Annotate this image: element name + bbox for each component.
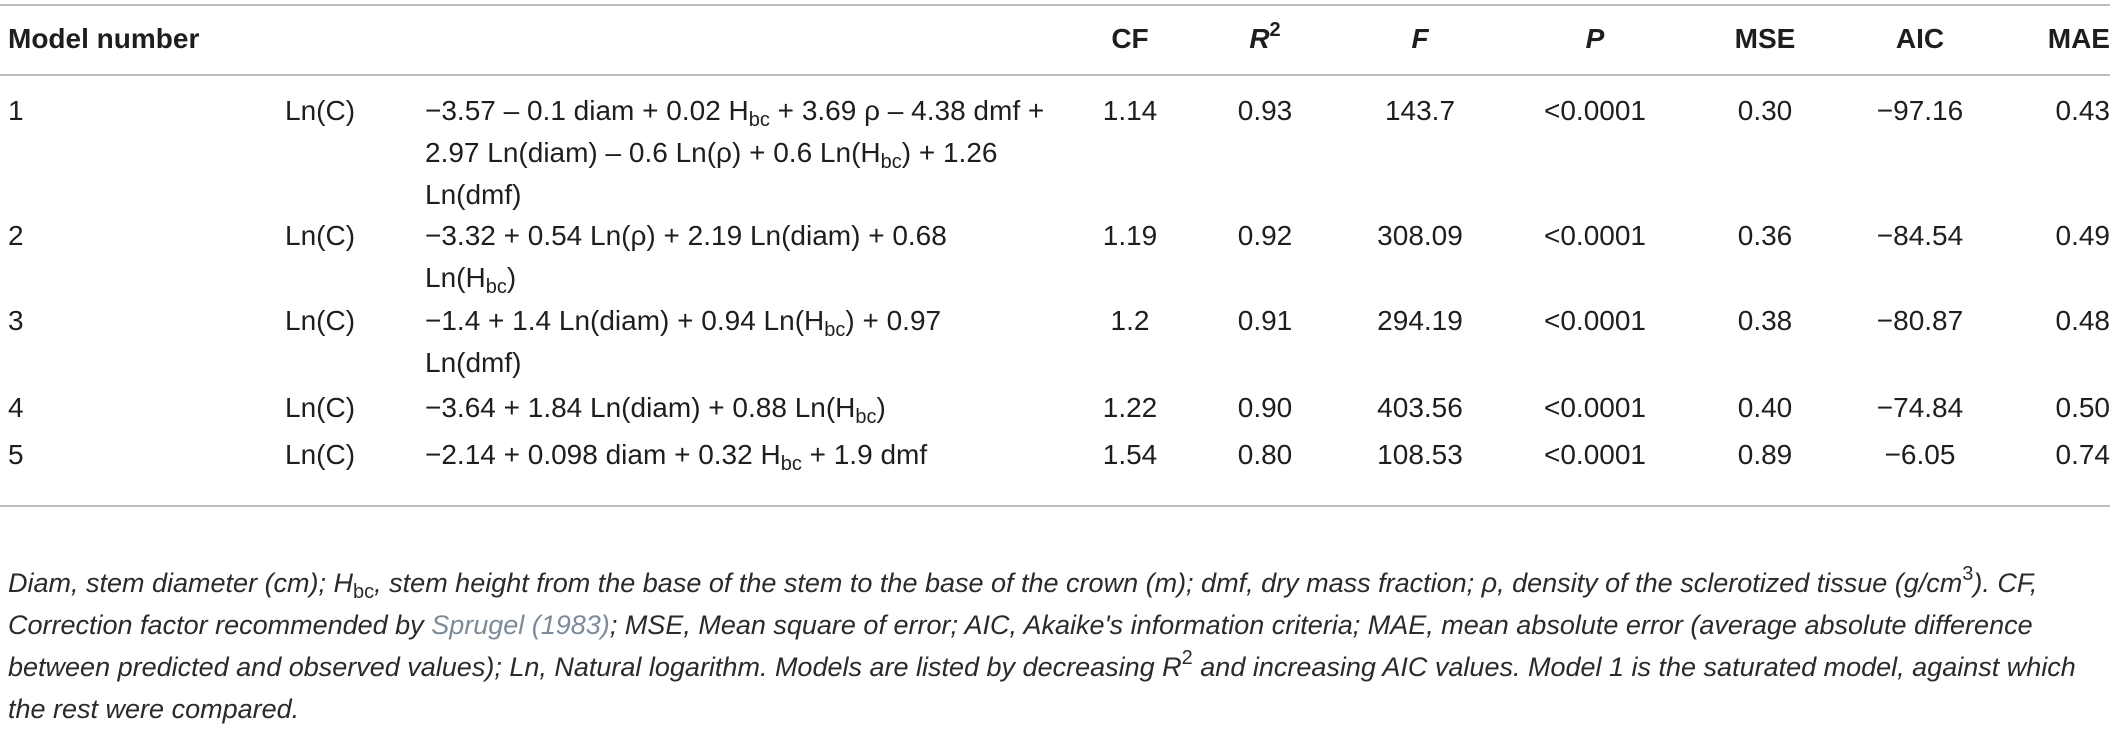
cell-mse: 0.89 [1737,439,1793,470]
footnote-sup-1: 3 [1962,563,1974,585]
equation-part: ) [876,392,886,423]
equation-subscript: bc [485,276,507,298]
cell-r2: 0.80 [1237,439,1293,470]
cell-dep: Ln(C) [285,392,356,423]
cell-cf: 1.2 [1110,305,1150,336]
header-p: P [1555,18,1635,60]
equation-part: −1.4 + 1.4 Ln(diam) + 0.94 Ln(H [425,305,825,336]
cell-r2: 0.93 [1237,95,1293,126]
equation-part: −3.64 + 1.84 Ln(diam) + 0.88 Ln(H [425,392,856,423]
cell-mae: 0.43 [2055,95,2111,126]
cell-p: <0.0001 [1544,392,1646,423]
equation-part: ) + 1.26 Ln(dmf) [425,137,998,210]
cell-equation: −3.32 + 0.54 Ln(ρ) + 2.19 Ln(diam) + 0.6… [425,215,1045,299]
footnote-part-4: ; MSE, Mean square of error; AIC, Akaike… [8,610,2033,682]
header-f: F [1380,18,1460,60]
equation-subscript: bc [880,151,902,173]
cell-cf: 1.14 [1102,95,1158,126]
cell-mse: 0.30 [1737,95,1793,126]
cell-f: 403.56 [1377,392,1463,423]
cell-mse: 0.38 [1737,305,1793,336]
cell-f: 143.7 [1384,95,1456,126]
cell-p: <0.0001 [1544,220,1646,251]
footnote-part-1: Diam, stem diameter (cm); H [8,568,354,598]
cell-f: 108.53 [1377,439,1463,470]
cell-num: 1 [8,95,24,126]
cell-cf: 1.22 [1102,392,1158,423]
cell-mse: 0.40 [1737,392,1793,423]
cell-num: 4 [8,392,24,423]
cell-r2: 0.92 [1237,220,1293,251]
header-p-text: P [1585,23,1605,54]
cell-dep: Ln(C) [285,439,356,470]
table-top-rule [0,4,2110,6]
equation-subscript: bc [780,453,802,475]
header-model-number: Model number [8,23,200,54]
results-table: Model number CF R2 F P MSE AIC MAE 1 Ln(C… [0,4,2111,724]
cell-p: <0.0001 [1544,305,1646,336]
header-mse: MSE [1734,23,1796,54]
cell-mae: 0.49 [2055,220,2111,251]
cell-equation: −3.57 – 0.1 diam + 0.02 Hbc + 3.69 ρ – 4… [425,90,1045,216]
cell-aic: −84.54 [1876,220,1964,251]
cell-aic: −74.84 [1876,392,1964,423]
header-rule [0,74,2110,76]
cell-cf: 1.19 [1102,220,1158,251]
header-f-text: F [1411,23,1429,54]
equation-part: ) + 0.97 Ln(dmf) [425,305,942,378]
cell-f: 308.09 [1377,220,1463,251]
footnote-part-3: ). CF, Correction factor recommended by [8,568,2038,640]
cell-equation: −3.64 + 1.84 Ln(diam) + 0.88 Ln(Hbc) [425,387,1045,429]
reference-link-sprugel[interactable]: Sprugel (1983) [431,610,610,640]
cell-num: 2 [8,220,24,251]
cell-dep: Ln(C) [285,95,356,126]
cell-mse: 0.36 [1737,220,1793,251]
equation-part: ) [506,262,517,293]
equation-subscript: bc [748,109,770,131]
equation-part: −2.14 + 0.098 diam + 0.32 H [425,439,781,470]
cell-aic: −6.05 [1884,439,1956,470]
cell-cf: 1.54 [1102,439,1158,470]
equation-part: −3.57 – 0.1 diam + 0.02 H [425,95,749,126]
cell-dep: Ln(C) [285,220,356,251]
header-r2: R2 [1225,18,1305,60]
header-aic: AIC [1895,23,1945,54]
header-r2-base: R [1249,23,1270,54]
table-footnote: Diam, stem diameter (cm); Hbc, stem heig… [8,562,2112,730]
cell-p: <0.0001 [1544,439,1646,470]
cell-f: 294.19 [1377,305,1463,336]
footnote-sub-1: bc [353,581,375,603]
header-mae: MAE [2047,23,2110,54]
equation-part: + 3.69 ρ – 4.38 dmf + 2.97 Ln(diam) – 0.… [425,95,1045,168]
equation-part: + 1.9 dmf [801,439,928,470]
cell-aic: −80.87 [1876,305,1964,336]
cell-mae: 0.48 [2055,305,2111,336]
cell-r2: 0.90 [1237,392,1293,423]
cell-mae: 0.50 [2055,392,2111,423]
cell-r2: 0.91 [1237,305,1293,336]
cell-p: <0.0001 [1544,95,1646,126]
header-r2-sup: 2 [1269,19,1281,41]
cell-mae: 0.74 [2055,439,2111,470]
footnote-sup-2: 2 [1181,647,1193,669]
equation-subscript: bc [855,406,877,428]
cell-dep: Ln(C) [285,305,356,336]
footnote-part-2: , stem height from the base of the stem … [374,568,1963,598]
header-cf: CF [1111,23,1149,54]
cell-num: 5 [8,439,24,470]
table-bottom-rule [0,505,2110,507]
cell-equation: −1.4 + 1.4 Ln(diam) + 0.94 Ln(Hbc) + 0.9… [425,300,1045,384]
equation-subscript: bc [824,319,846,341]
cell-equation: −2.14 + 0.098 diam + 0.32 Hbc + 1.9 dmf [425,434,1045,476]
cell-num: 3 [8,305,24,336]
equation-part: −3.32 + 0.54 Ln(ρ) + 2.19 Ln(diam) + 0.6… [425,220,947,293]
cell-aic: −97.16 [1876,95,1964,126]
